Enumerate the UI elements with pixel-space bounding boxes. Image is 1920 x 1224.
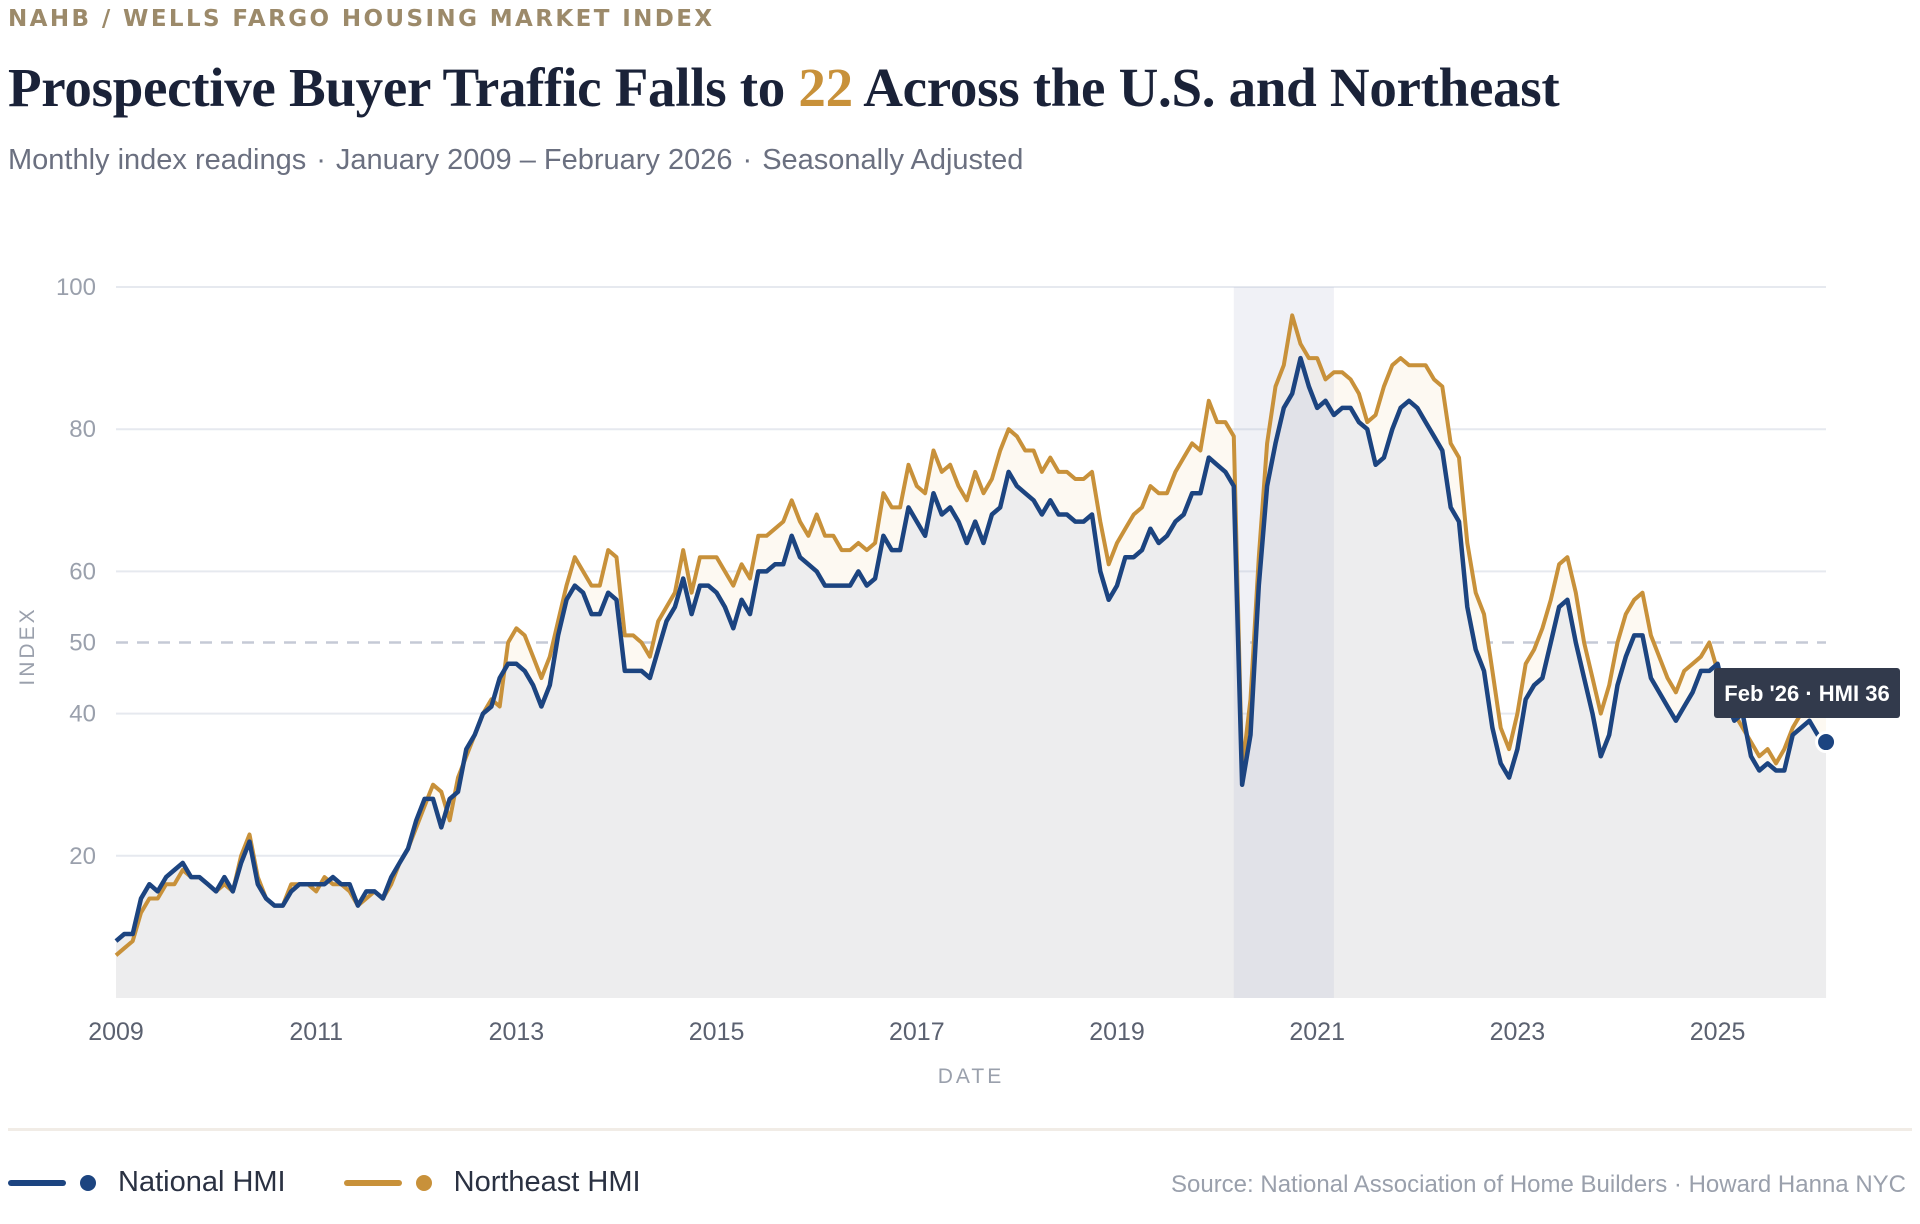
legend-item-national[interactable]: National HMI (8, 1166, 286, 1199)
x-tick-label: 2017 (889, 1018, 945, 1046)
series-areas (116, 315, 1827, 999)
latest-national-point (1815, 731, 1838, 754)
source-note: Source: National Association of Home Bui… (1170, 1171, 1906, 1198)
national-area (116, 358, 1827, 999)
page-title: Prospective Buyer Traffic Falls to 22 Ac… (8, 56, 1560, 119)
title-highlight: 22 (798, 57, 853, 118)
x-tick-label: 2013 (489, 1018, 545, 1046)
national-line (114, 355, 1828, 943)
subtitle-separator: · (316, 144, 326, 176)
y-tick-label: 40 (69, 701, 96, 728)
footer-divider (8, 1128, 1912, 1131)
legend-label: Northeast HMI (453, 1166, 641, 1198)
y-tick-label: 80 (69, 416, 96, 443)
y-tick-label: 60 (69, 558, 96, 585)
legend-dot-icon (415, 1174, 432, 1191)
x-axis-label: DATE (938, 1065, 1004, 1088)
subtitle-part: Seasonally Adjusted (762, 144, 1024, 176)
title-after: Across the U.S. and Northeast (863, 57, 1560, 118)
legend-line-icon (343, 1179, 402, 1186)
legend-label: National HMI (118, 1166, 286, 1198)
shaded-period-band (1233, 287, 1334, 998)
x-tick-label: 2025 (1690, 1018, 1746, 1046)
x-axis-ticks: 2009 2011 2013 2015 2017 2019 2021 2023 2025 (88, 1018, 1745, 1046)
x-tick-label: 2021 (1289, 1018, 1345, 1046)
subtitle-part: Monthly index readings (8, 144, 307, 176)
shaded-period (1233, 287, 1334, 998)
y-tick-label: 100 (56, 274, 96, 301)
x-tick-label: 2015 (689, 1018, 745, 1046)
tooltip-box (1714, 668, 1900, 718)
x-tick-label: 2023 (1490, 1018, 1546, 1046)
subtitle: Monthly index readings · January 2009 – Fe… (8, 144, 1023, 177)
y-tick-label: 20 (69, 843, 96, 870)
y-axis-ticks: 20 40 50 60 80 100 (56, 274, 96, 870)
x-tick-label: 2019 (1089, 1018, 1145, 1046)
legend-item-northeast[interactable]: Northeast HMI (343, 1166, 641, 1199)
y-axis-label: INDEX (16, 606, 39, 685)
title-before: Prospective Buyer Traffic Falls to (8, 57, 785, 118)
legend: National HMI Northeast HMI (8, 1166, 699, 1199)
subtitle-separator: · (742, 144, 753, 176)
legend-line-icon (8, 1179, 66, 1186)
x-tick-label: 2009 (88, 1018, 144, 1046)
kicker: NAHB / WELLS FARGO HOUSING MARKET INDEX (8, 6, 715, 32)
tooltip-text: Feb '26 · HMI 36 (1724, 681, 1889, 706)
legend-dot-icon (80, 1174, 96, 1191)
series-lines (114, 313, 1828, 957)
y-tick-label: 50 (69, 630, 96, 657)
subtitle-part: January 2009 – February 2026 (335, 144, 733, 176)
x-tick-label: 2011 (289, 1018, 343, 1046)
tooltip: Feb '26 · HMI 36 (1714, 668, 1900, 718)
